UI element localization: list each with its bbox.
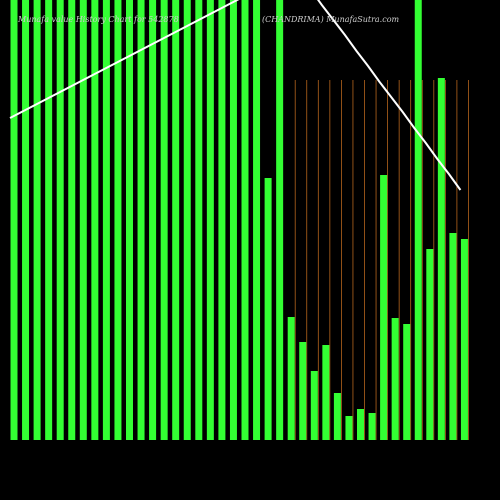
bar	[437, 78, 445, 440]
bars	[10, 0, 468, 440]
bar	[126, 0, 133, 440]
bar	[449, 233, 457, 440]
bar	[91, 0, 99, 440]
bar	[160, 0, 168, 440]
line-layer	[9, 0, 462, 191]
bar	[22, 0, 30, 440]
bar	[218, 0, 226, 440]
bar	[264, 178, 272, 440]
bar	[10, 0, 18, 440]
bar	[114, 0, 122, 440]
bar	[137, 0, 145, 440]
bar	[414, 0, 422, 440]
bar	[333, 393, 341, 440]
bar	[322, 345, 330, 440]
bar	[149, 0, 157, 440]
bar	[380, 175, 388, 440]
bar	[460, 239, 468, 440]
chart-subtitle: (CHANDRIMA) MunafaSutra.com	[262, 15, 400, 24]
bar	[206, 0, 214, 440]
bar	[79, 0, 87, 440]
bar	[287, 317, 295, 440]
bar	[102, 0, 110, 440]
bar	[253, 0, 261, 440]
bar	[183, 0, 191, 440]
line	[9, 0, 462, 191]
chart-title: Munafa value History Chart for 542878	[17, 15, 179, 24]
bar	[368, 413, 376, 440]
bar	[172, 0, 180, 440]
bar	[391, 318, 399, 440]
bar	[345, 416, 353, 440]
bar	[276, 0, 284, 440]
bar	[426, 249, 434, 440]
bar	[241, 0, 249, 440]
bar	[357, 409, 364, 440]
bar	[195, 0, 203, 440]
bar	[310, 371, 318, 440]
bar	[68, 0, 76, 440]
bar	[403, 324, 411, 440]
bar	[45, 0, 53, 440]
bar	[229, 0, 237, 440]
bar	[56, 0, 64, 440]
bar	[299, 342, 307, 440]
bar	[33, 0, 41, 440]
